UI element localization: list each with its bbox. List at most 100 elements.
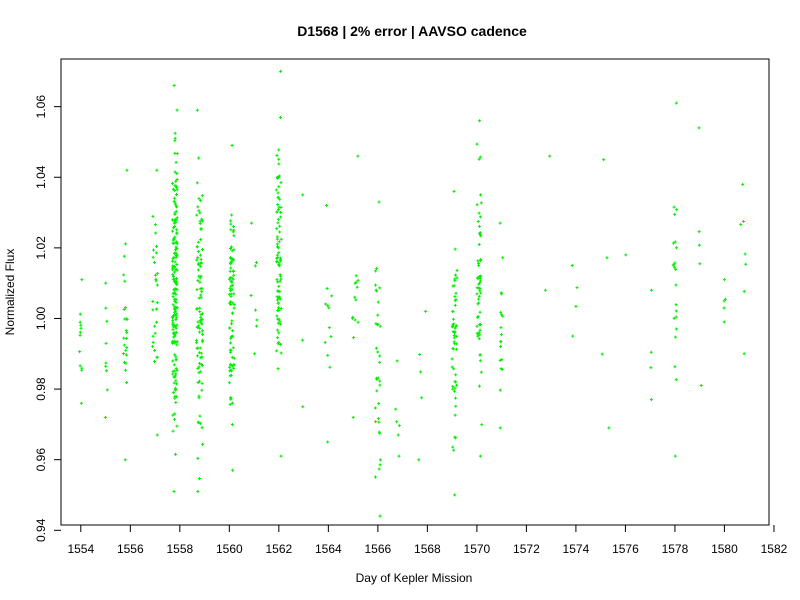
data-point (377, 200, 381, 204)
data-point (278, 197, 282, 201)
data-point (155, 283, 159, 287)
data-point (277, 240, 281, 244)
data-point (498, 221, 502, 225)
data-point (699, 384, 703, 388)
data-point (279, 454, 283, 458)
data-point (649, 366, 653, 370)
data-point (174, 379, 178, 383)
data-point (200, 381, 204, 385)
data-point (452, 448, 456, 452)
data-point (543, 288, 547, 292)
data-point (454, 373, 458, 377)
data-point (477, 337, 481, 341)
data-point (230, 401, 234, 405)
data-point (122, 273, 126, 277)
data-point (378, 458, 382, 462)
data-point (475, 286, 479, 290)
data-point (175, 312, 179, 316)
data-point (197, 476, 201, 480)
data-point (476, 220, 480, 224)
data-point (171, 292, 175, 296)
data-point (172, 277, 176, 281)
data-point (125, 168, 129, 172)
data-point (174, 245, 178, 249)
data-point (200, 290, 204, 294)
data-point (378, 360, 382, 364)
data-point (232, 234, 236, 238)
data-point (78, 330, 82, 334)
data-point (254, 308, 258, 312)
data-point (175, 323, 179, 327)
data-point (171, 241, 175, 245)
data-point (478, 155, 482, 159)
data-point (276, 208, 280, 212)
data-point (478, 323, 482, 327)
data-point (475, 203, 479, 207)
data-point (229, 219, 233, 223)
data-point (155, 433, 159, 437)
data-point (171, 218, 175, 222)
data-point (231, 346, 235, 350)
data-point (155, 320, 159, 324)
data-point (376, 350, 380, 354)
data-point (277, 162, 281, 166)
data-point (455, 347, 459, 351)
data-point (452, 189, 456, 193)
data-point (378, 379, 382, 383)
data-point (672, 316, 676, 320)
data-point (452, 336, 456, 340)
data-point (200, 194, 204, 198)
data-point (374, 269, 378, 273)
data-point (453, 389, 457, 393)
data-point (173, 265, 177, 269)
data-point (377, 420, 381, 424)
data-point (674, 315, 678, 319)
chart-title: D1568 | 2% error | AAVSO cadence (297, 23, 527, 39)
data-point (151, 299, 155, 303)
data-point (478, 353, 482, 357)
data-point (253, 264, 257, 268)
data-point (125, 381, 129, 385)
data-point (276, 321, 280, 325)
data-point (173, 136, 177, 140)
data-point (454, 297, 458, 301)
data-point (452, 322, 456, 326)
data-point (279, 69, 283, 73)
data-point (353, 318, 357, 322)
data-point (499, 310, 503, 314)
data-point (174, 205, 178, 209)
data-point (125, 331, 129, 335)
data-point (151, 308, 155, 312)
data-point (454, 436, 458, 440)
data-point (172, 381, 176, 385)
x-tick-label: 1576 (612, 542, 639, 556)
data-point (175, 108, 179, 112)
data-point (232, 228, 236, 232)
data-point (231, 269, 235, 273)
data-point (231, 364, 235, 368)
data-point (174, 179, 178, 183)
data-point (122, 352, 126, 356)
data-point (743, 252, 747, 256)
data-point (175, 382, 179, 386)
data-point (197, 351, 201, 355)
data-point (697, 243, 701, 247)
data-point (499, 333, 503, 337)
data-point (171, 325, 175, 329)
data-point (649, 398, 653, 402)
data-point (451, 310, 455, 314)
data-point (673, 261, 677, 265)
data-point (232, 306, 236, 310)
data-point (232, 356, 236, 360)
data-point (174, 209, 178, 213)
data-point (377, 402, 381, 406)
data-point (275, 245, 279, 249)
data-point (231, 283, 235, 287)
data-point (453, 380, 457, 384)
data-point (276, 280, 280, 284)
data-point (201, 442, 205, 446)
data-point (276, 176, 280, 180)
data-point (301, 193, 305, 197)
data-point (198, 280, 202, 284)
data-point (199, 351, 203, 355)
